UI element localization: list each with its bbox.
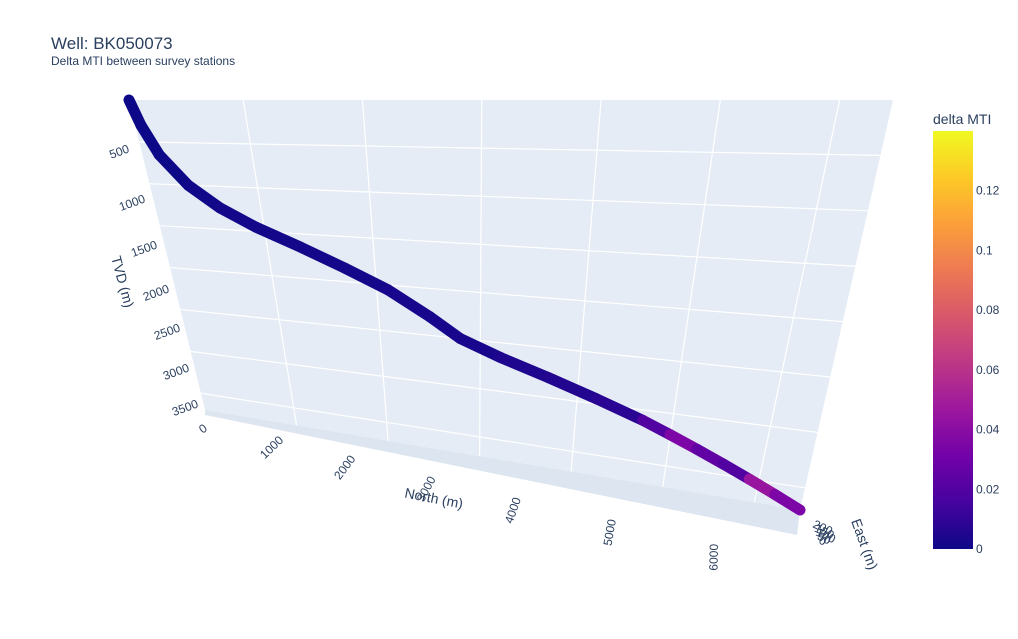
north-tick-label: 5000 [601, 518, 619, 547]
trajectory-segment[interactable] [590, 393, 649, 426]
north-tick-label: 0 [196, 421, 210, 436]
tvd-tick-label: 3500 [170, 397, 200, 419]
trajectory-segment[interactable] [249, 221, 307, 253]
grid-line-north [242, 99, 298, 426]
north-tick-label: 1000 [257, 433, 286, 462]
trajectory-segment[interactable] [153, 149, 194, 191]
trajectory-segment[interactable] [769, 488, 806, 516]
well-trajectory[interactable] [123, 94, 806, 516]
3d-scene[interactable] [123, 94, 893, 535]
chart-subtitle: Delta MTI between survey stations [51, 54, 236, 68]
grid-line-north [753, 99, 841, 503]
grid-line-tvd [149, 183, 868, 212]
north-tick-label: 2000 [331, 452, 358, 482]
tvd-tick-label: 1000 [117, 192, 147, 214]
trajectory-segment[interactable] [382, 284, 436, 323]
colorbar: delta MTI 0.12 0.1 0.08 0.06 0.04 0.02 0 [933, 111, 1000, 556]
trajectory-segment[interactable] [214, 202, 261, 233]
east-axis-title: East (m) [848, 517, 881, 572]
grid-line-north [479, 99, 483, 457]
tvd-tick-label: 2000 [141, 282, 171, 304]
colorbar-tick-label: 0.12 [976, 184, 1000, 198]
grid-line-tvd [139, 141, 881, 157]
trajectory-segment[interactable] [339, 262, 394, 296]
grid-line-tvd [170, 266, 843, 323]
tvd-tick-label: 500 [107, 142, 131, 162]
trajectory-segment[interactable] [182, 179, 226, 214]
colorbar-tick-label: 0 [976, 542, 983, 556]
colorbar-tick-label: 0.1 [976, 243, 993, 257]
trajectory-segment[interactable] [454, 333, 506, 363]
trajectory-segment[interactable] [424, 311, 466, 345]
tvd-tick-label: 3000 [161, 361, 191, 383]
colorbar-strip [933, 131, 973, 549]
back-wall [129, 100, 893, 510]
chart-title: Well: BK050073 [51, 34, 173, 53]
tvd-axis-ticks: 500 1000 1500 2000 2500 3000 3500 [107, 142, 200, 419]
grid-line-tvd [180, 308, 831, 378]
trajectory-segment[interactable] [295, 241, 351, 274]
colorbar-ticks: 0.12 0.1 0.08 0.06 0.04 0.02 0 [976, 184, 1000, 556]
colorbar-tick-label: 0.08 [976, 303, 1000, 317]
north-tick-label: 4000 [502, 495, 524, 525]
east-tick-label: 50 [815, 529, 833, 547]
colorbar-tick-label: 0.04 [976, 423, 1000, 437]
tvd-tick-label: 2500 [152, 321, 182, 343]
colorbar-tick-label: 0.02 [976, 482, 1000, 496]
grid-line-north [570, 99, 602, 472]
floor-wall [205, 410, 800, 535]
north-tick-label: 6000 [707, 543, 721, 570]
colorbar-title: delta MTI [933, 111, 991, 127]
tvd-tick-label: 1500 [129, 238, 159, 260]
grid-line-tvd [190, 350, 818, 434]
grid-line-tvd [200, 392, 806, 489]
trajectory-segment[interactable] [135, 119, 165, 161]
grid-line-north [662, 99, 721, 488]
trajectory-segment[interactable] [494, 351, 555, 384]
tvd-axis-title: TVD (m) [108, 254, 137, 309]
colorbar-tick-label: 0.06 [976, 363, 1000, 377]
trajectory-segment[interactable] [543, 372, 602, 405]
grid-line-north [361, 99, 389, 441]
